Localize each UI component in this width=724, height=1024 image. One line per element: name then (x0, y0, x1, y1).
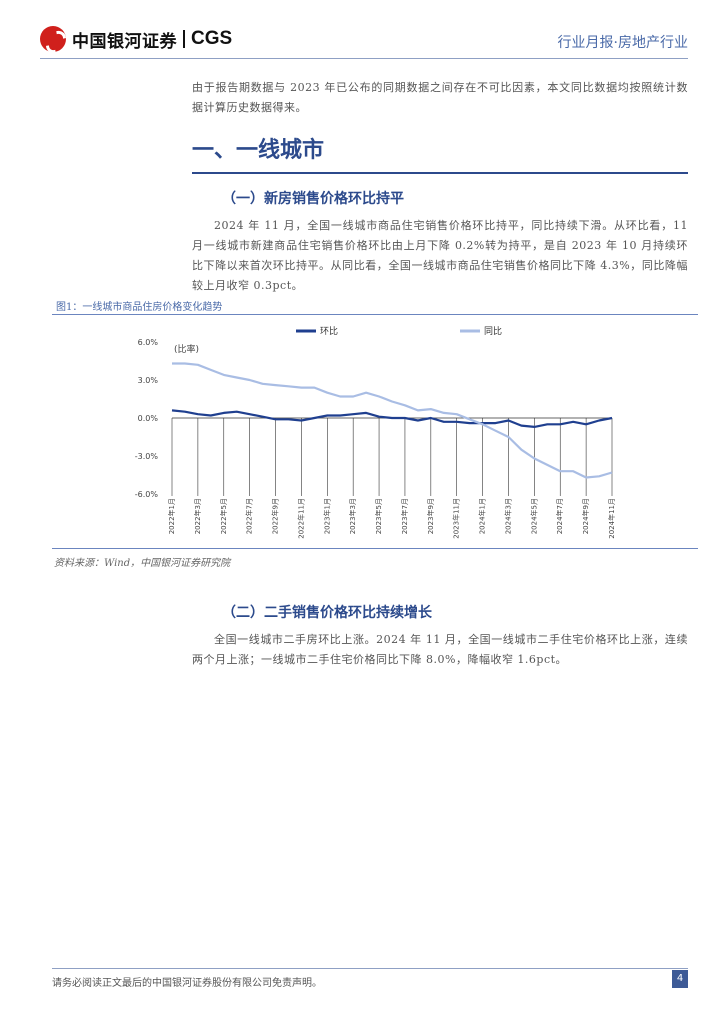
y-tick-label: -3.0% (135, 452, 159, 461)
section-divider (192, 172, 688, 174)
figure-source: 资料来源：Wind，中国银河证券研究院 (54, 558, 231, 569)
section-title: 一、一线城市 (192, 137, 325, 163)
x-tick-label: 2024年11月 (607, 498, 616, 539)
chart-legend: 环比 同比 (296, 325, 502, 337)
y-tick-label: 0.0% (138, 414, 159, 423)
x-tick-label: 2023年3月 (348, 498, 357, 534)
brand-logo: 中国银河证券 CGS (40, 26, 232, 52)
header-divider (40, 58, 688, 59)
x-axis: 2022年1月 2022年3月 2022年5月 2022年7月 2022年9月 2022年… (167, 417, 616, 539)
brand-separator (183, 30, 185, 48)
subsection-body-2: 全国一线城市二手房环比上涨。2024 年 11 月，全国一线城市二手住宅价格环比… (192, 633, 688, 666)
legend-label: 环比 (320, 325, 338, 337)
x-tick-label: 2024年7月 (555, 498, 564, 534)
intro-note: 由于报告期数据与 2023 年已公布的同期数据之间存在不可比因素，本文同比数据均… (192, 81, 688, 114)
x-tick-label: 2023年11月 (452, 498, 461, 539)
subsection-title-1: （一）新房销售价格环比持平 (222, 191, 404, 207)
page-number: 4 (672, 970, 688, 988)
x-tick-label: 2022年3月 (193, 498, 202, 534)
brand-mark-icon (40, 26, 66, 52)
figure-top-rule (52, 314, 698, 315)
series-line-mom (171, 409, 613, 428)
x-tick-label: 2024年1月 (478, 498, 487, 534)
footer-disclaimer: 请务必阅读正文最后的中国银河证券股份有限公司免责声明。 (52, 978, 322, 989)
y-unit-label: (比率) (174, 343, 199, 355)
x-tick-label: 2023年7月 (400, 498, 409, 534)
x-tick-label: 2022年7月 (245, 498, 254, 534)
footer-divider (52, 968, 688, 969)
x-tick-label: 2022年9月 (271, 498, 280, 534)
chart-series (171, 362, 613, 479)
x-tick-label: 2023年1月 (322, 498, 331, 534)
x-tick-label: 2022年1月 (167, 498, 176, 534)
figure-title: 图1：一线城市商品住房价格变化趋势 (56, 302, 223, 313)
x-tick-label: 2023年9月 (426, 498, 435, 534)
y-axis: 6.0% 3.0% 0.0% -3.0% -6.0% (135, 338, 159, 499)
x-tick-label: 2024年3月 (503, 498, 512, 534)
x-tick-label: 2022年11月 (296, 498, 305, 539)
page-header: 中国银河证券 CGS 行业月报·房地产行业 (0, 0, 724, 60)
legend-label: 同比 (484, 325, 502, 337)
line-chart: 环比 同比 (比率) 6.0% 3.0% 0.0% -3.0% -6.0% 2022年1月… (135, 325, 616, 539)
y-tick-label: -6.0% (135, 490, 159, 499)
subsection-body-1: 2024 年 11 月，全国一线城市商品住宅销售价格环比持平，同比持续下滑。从环… (192, 219, 688, 292)
subsection-title-2: （二）二手销售价格环比持续增长 (222, 605, 432, 621)
y-tick-label: 3.0% (138, 376, 159, 385)
x-tick-label: 2024年9月 (581, 498, 590, 534)
brand-name-cn: 中国银河证券 (72, 31, 177, 52)
figure-bottom-rule (52, 548, 698, 549)
y-tick-label: 6.0% (138, 338, 159, 347)
series-line-yoy (172, 362, 613, 479)
x-tick-label: 2023年5月 (374, 498, 383, 534)
x-tick-label: 2024年5月 (529, 498, 538, 534)
report-type: 行业月报·房地产行业 (557, 35, 688, 51)
x-tick-label: 2022年5月 (219, 498, 228, 534)
brand-name-en: CGS (191, 28, 233, 49)
